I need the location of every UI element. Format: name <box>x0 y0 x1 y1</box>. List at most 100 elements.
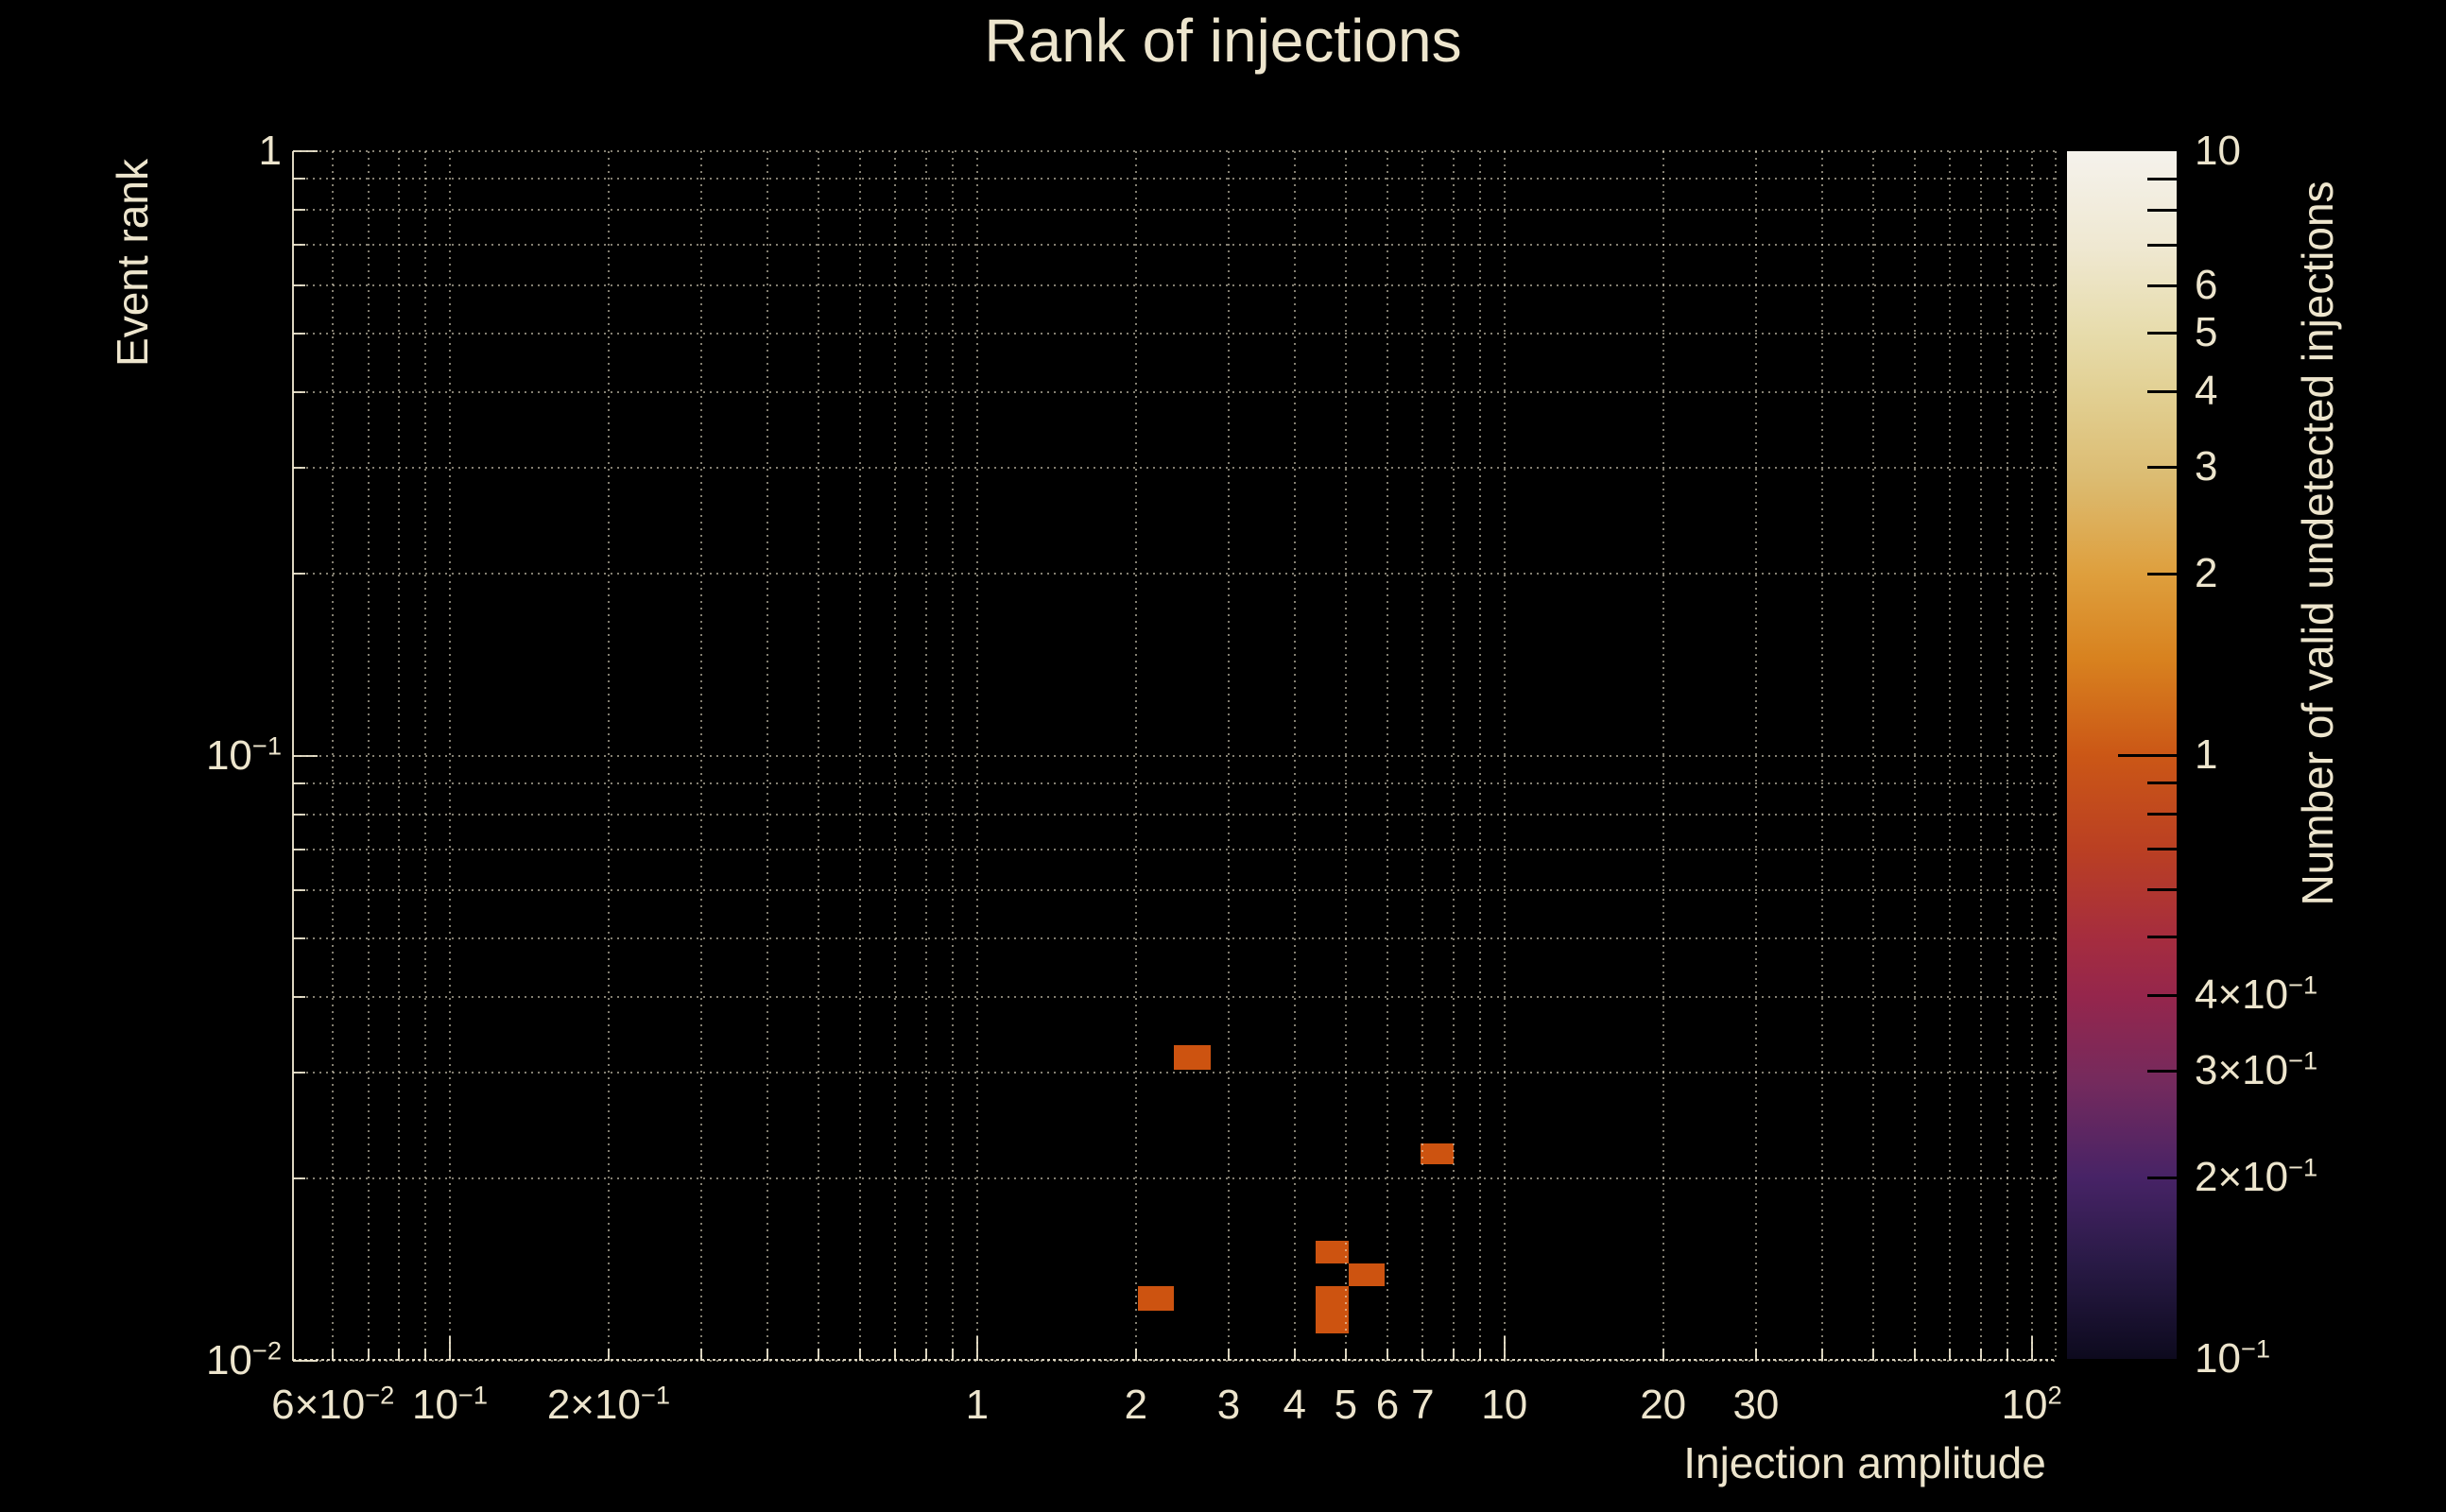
x-axis-title: Injection amplitude <box>1683 1438 2046 1487</box>
y-gridline <box>293 1177 2057 1180</box>
x-tick-mark <box>1949 1349 1952 1361</box>
heatmap-cell <box>1316 1285 1350 1333</box>
y-gridline <box>293 849 2057 851</box>
x-tick-mark <box>2007 1349 2009 1361</box>
x-tick-mark <box>1344 1349 1347 1361</box>
y-gridline <box>293 209 2057 212</box>
x-tick-mark <box>1913 1349 1916 1361</box>
colorbar-title: Number of valid undetected injections <box>2293 180 2342 906</box>
y-gridline <box>293 755 2057 757</box>
colorbar-minor-tick <box>2147 332 2177 335</box>
colorbar-tick-label: 3 <box>2195 443 2218 490</box>
colorbar-tick-label: 4 <box>2195 368 2218 415</box>
colorbar-tick-label: 1 <box>2195 731 2218 778</box>
heatmap-cell <box>1138 1285 1174 1312</box>
y-tick-mark <box>293 150 318 152</box>
chart-title: Rank of injections <box>984 7 1462 75</box>
x-tick-mark <box>1820 1349 1823 1361</box>
x-tick-label: 30 <box>1732 1382 1780 1428</box>
colorbar-minor-tick <box>2147 782 2177 785</box>
y-gridline <box>293 888 2057 891</box>
y-gridline <box>293 995 2057 998</box>
heatmap-cell <box>1421 1143 1455 1165</box>
x-tick-mark <box>924 1349 927 1361</box>
y-gridline <box>293 178 2057 180</box>
x-tick-mark <box>1386 1349 1388 1361</box>
colorbar-minor-tick <box>2147 887 2177 891</box>
y-axis-title: Event rank <box>108 159 157 367</box>
x-tick-mark <box>1452 1349 1455 1361</box>
x-tick-mark <box>859 1349 862 1361</box>
x-axis-spine <box>293 1359 2057 1361</box>
x-tick-mark <box>817 1349 819 1361</box>
y-tick-label: 10−2 <box>205 1335 282 1383</box>
heatmap-cell <box>1349 1263 1386 1286</box>
x-tick-mark <box>607 1349 610 1361</box>
colorbar-tick-label: 6 <box>2195 261 2218 308</box>
y-tick-mark <box>293 1071 305 1074</box>
x-tick-mark <box>1754 1349 1757 1361</box>
y-tick-mark <box>293 390 305 393</box>
colorbar-minor-tick <box>2147 1176 2177 1179</box>
colorbar-tick-label: 4×10−1 <box>2195 970 2318 1019</box>
x-tick-mark <box>1503 1336 1506 1361</box>
y-gridline <box>293 782 2057 785</box>
y-tick-mark <box>293 209 305 212</box>
y-tick-label: 1 <box>258 128 282 174</box>
colorbar-tick-label: 10−1 <box>2195 1333 2271 1382</box>
colorbar-tick-label: 3×10−1 <box>2195 1045 2318 1094</box>
x-tick-mark <box>1662 1349 1664 1361</box>
colorbar-minor-tick <box>2147 994 2177 998</box>
colorbar-minor-tick <box>2147 284 2177 287</box>
x-tick-mark <box>1134 1349 1137 1361</box>
colorbar-minor-tick <box>2147 208 2177 212</box>
colorbar-minor-tick <box>2147 466 2177 470</box>
colorbar-minor-tick <box>2147 936 2177 939</box>
y-tick-mark <box>293 178 305 180</box>
y-tick-mark <box>293 284 305 286</box>
x-tick-mark <box>1979 1349 1982 1361</box>
x-tick-mark <box>332 1349 335 1361</box>
y-gridline <box>293 573 2057 576</box>
y-gridline <box>293 1360 2057 1362</box>
x-tick-mark <box>1479 1349 1482 1361</box>
heatmap-cell <box>1173 1044 1211 1070</box>
x-tick-mark <box>952 1349 955 1361</box>
x-tick-mark <box>397 1349 400 1361</box>
colorbar-tick-label: 2 <box>2195 549 2218 596</box>
colorbar-minor-tick <box>2147 847 2177 850</box>
x-tick-label: 4 <box>1283 1382 1306 1428</box>
colorbar-minor-tick <box>2147 390 2177 394</box>
colorbar-minor-tick <box>2147 1070 2177 1074</box>
y-gridline <box>293 466 2057 469</box>
x-tick-label: 5 <box>1334 1382 1358 1428</box>
x-tick-label: 2×10−1 <box>546 1380 671 1428</box>
y-gridline <box>293 150 2057 152</box>
x-tick-mark <box>894 1349 897 1361</box>
colorbar-tick-label: 10 <box>2195 128 2241 174</box>
y-gridline <box>293 284 2057 286</box>
x-tick-label: 6 <box>1375 1382 1400 1428</box>
y-gridline <box>293 936 2057 939</box>
colorbar-tick-label: 2×10−1 <box>2195 1151 2318 1200</box>
colorbar-tick-label: 5 <box>2195 309 2218 356</box>
y-tick-label: 10−1 <box>205 730 282 779</box>
x-tick-mark <box>1871 1349 1874 1361</box>
y-tick-mark <box>293 1177 305 1180</box>
colorbar-minor-tick <box>2147 178 2177 181</box>
y-tick-mark <box>293 244 305 247</box>
y-gridline <box>293 390 2057 393</box>
x-tick-mark <box>975 1336 978 1361</box>
y-tick-mark <box>293 1360 318 1362</box>
x-tick-label: 10−1 <box>411 1380 489 1428</box>
y-tick-mark <box>293 995 305 998</box>
x-tick-label: 10 <box>1481 1382 1528 1428</box>
x-tick-mark <box>2030 1336 2033 1361</box>
y-tick-mark <box>293 755 318 757</box>
x-tick-label: 7 <box>1411 1382 1435 1428</box>
y-tick-mark <box>293 782 305 785</box>
x-tick-label: 1 <box>965 1382 990 1428</box>
y-tick-mark <box>293 936 305 939</box>
x-tick-label: 20 <box>1640 1382 1687 1428</box>
